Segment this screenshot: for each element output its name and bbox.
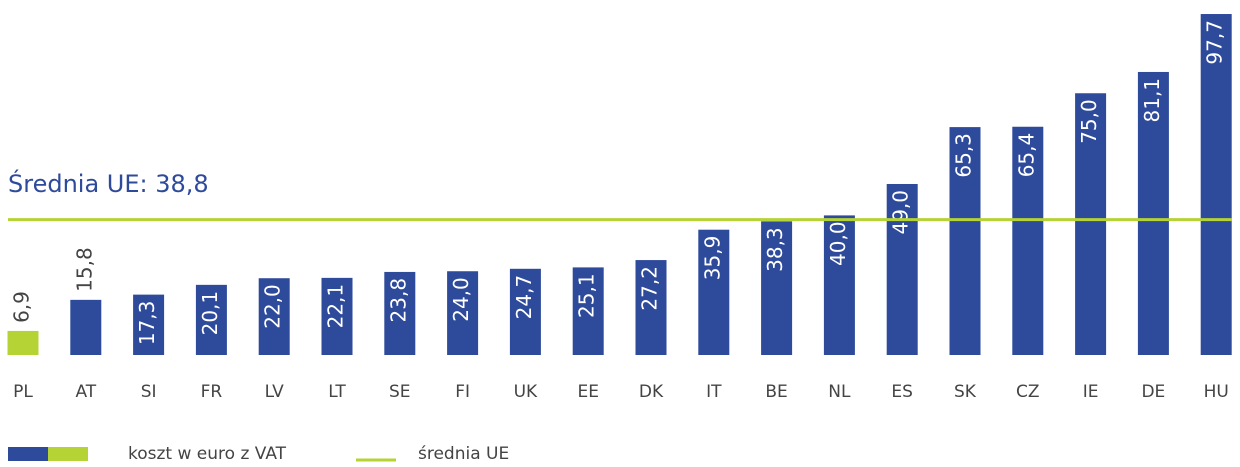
value-label: 23,8	[386, 278, 410, 323]
x-tick-label: SE	[389, 382, 411, 402]
x-tick-label: PL	[13, 382, 33, 402]
x-tick-label: ES	[891, 382, 913, 402]
bar	[1012, 126, 1044, 355]
bar	[572, 267, 604, 355]
value-label: 97,7	[1203, 20, 1227, 65]
bar	[133, 294, 165, 355]
bar	[635, 260, 667, 355]
bar	[949, 127, 981, 355]
bar	[698, 229, 730, 355]
x-tick-label: DK	[639, 382, 664, 402]
bar	[823, 215, 855, 355]
x-tick-label: LV	[265, 382, 285, 402]
value-label: 25,1	[575, 273, 599, 318]
x-tick-label: NL	[828, 382, 851, 402]
bar	[7, 330, 39, 355]
bar	[761, 221, 793, 355]
legend-label: średnia UE	[418, 444, 509, 463]
x-tick-label: SI	[141, 382, 157, 402]
value-label: 35,9	[700, 236, 724, 281]
value-label: 81,1	[1140, 78, 1164, 123]
bar	[447, 271, 479, 355]
value-label: 24,0	[449, 277, 473, 322]
legend-label: koszt w euro z VAT	[128, 444, 287, 463]
bar	[70, 299, 102, 355]
value-label: 49,0	[889, 190, 913, 235]
x-tick-label: BE	[765, 382, 787, 402]
value-label: 75,0	[1077, 99, 1101, 144]
bar	[1137, 71, 1169, 355]
value-label: 24,7	[512, 275, 536, 320]
bar	[384, 271, 416, 355]
value-label: 15,8	[72, 247, 96, 292]
legend-swatch	[48, 447, 88, 461]
bar	[195, 284, 227, 355]
value-label: 40,0	[826, 221, 850, 266]
bar	[258, 278, 290, 355]
value-label: 6,9	[10, 291, 34, 323]
bar	[1200, 14, 1232, 355]
legend-swatch	[8, 447, 48, 461]
bar	[321, 277, 353, 355]
bar	[886, 183, 918, 355]
bar	[1075, 93, 1107, 355]
value-label: 38,3	[763, 227, 787, 272]
x-tick-label: SK	[954, 382, 977, 402]
x-tick-label: IE	[1083, 382, 1099, 402]
x-tick-label: AT	[75, 382, 96, 402]
x-tick-label: CZ	[1016, 382, 1040, 402]
x-tick-label: FI	[455, 382, 470, 402]
value-label: 22,1	[324, 284, 348, 329]
value-label: 20,1	[198, 291, 222, 336]
x-tick-label: LT	[328, 382, 346, 402]
x-tick-label: DE	[1141, 382, 1165, 402]
x-tick-label: EE	[577, 382, 598, 402]
x-tick-label: FR	[201, 382, 223, 402]
average-label: Średnia UE: 38,8	[8, 168, 209, 198]
value-label: 17,3	[135, 301, 159, 346]
bar	[509, 268, 541, 355]
value-label: 65,4	[1014, 133, 1038, 178]
value-label: 27,2	[638, 266, 662, 311]
value-label: 22,0	[261, 284, 285, 329]
x-tick-label: IT	[706, 382, 722, 402]
x-tick-label: UK	[514, 382, 538, 402]
x-tick-label: HU	[1204, 382, 1229, 402]
value-label: 65,3	[952, 133, 976, 178]
